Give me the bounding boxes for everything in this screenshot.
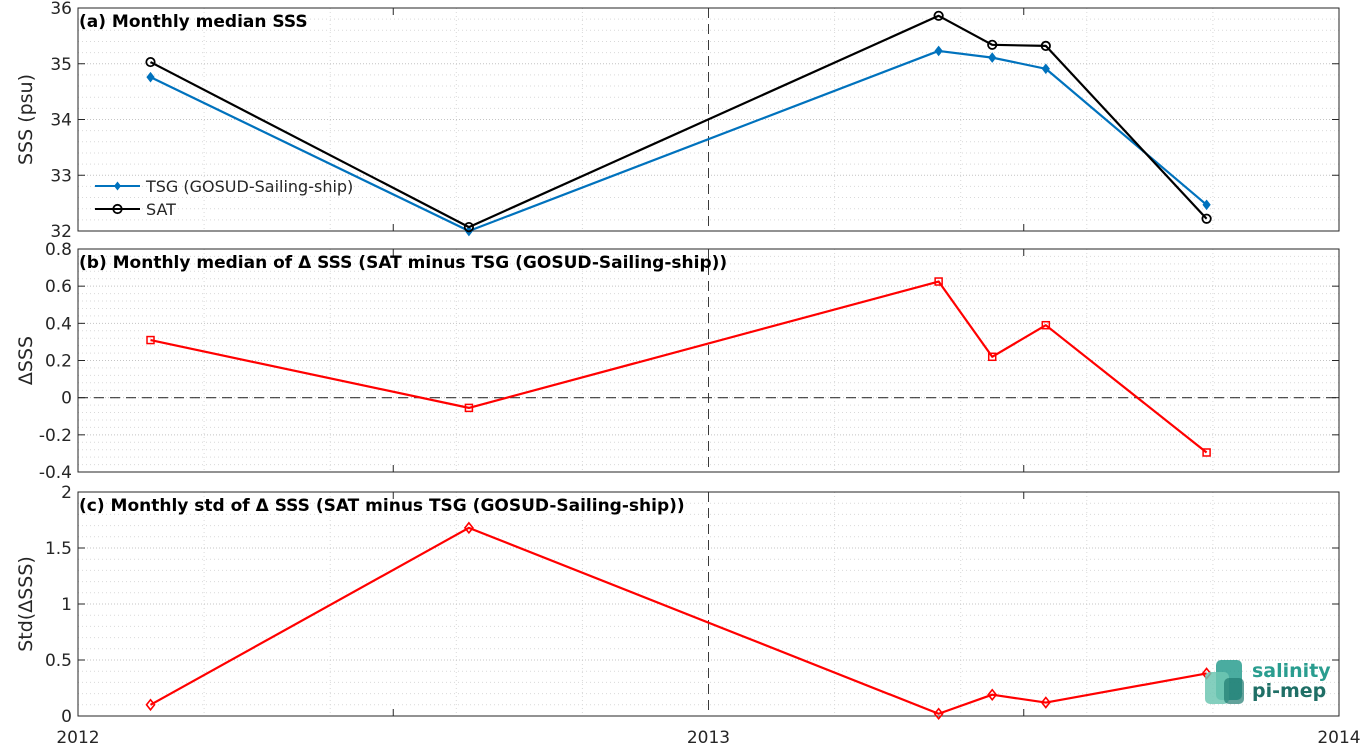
data-point: [934, 45, 943, 57]
logo-mark-icon: [1205, 660, 1244, 704]
data-point: [1202, 199, 1211, 211]
legend-marker: [114, 181, 121, 191]
y-tick-label: 0: [61, 707, 72, 727]
data-point: [933, 707, 944, 721]
panel-title: (a) Monthly median SSS: [79, 12, 308, 32]
panel-1: 32 33 34 35 36 SSS (psu) (a) Monthly median SS…: [15, 0, 1340, 242]
y-tick-label: 34: [50, 111, 72, 131]
y-axis-label: Std(ΔSSS): [15, 556, 37, 652]
series-line: [150, 280, 1208, 454]
y-tick-label: 36: [50, 0, 72, 19]
y-tick-label: 1.5: [45, 539, 72, 559]
data-point: [987, 352, 997, 362]
y-tick-label: 0.4: [45, 314, 72, 334]
data-point: [463, 521, 474, 535]
panel-title: (b) Monthly median of Δ SSS (SAT minus T…: [79, 253, 727, 273]
logo-text-salinity: salinity: [1252, 660, 1331, 682]
series-line: [150, 49, 1208, 233]
data-point: [1040, 40, 1051, 52]
y-tick-label: 2: [61, 483, 72, 503]
y-tick-label: -0.2: [39, 426, 72, 446]
panel-title: (c) Monthly std of Δ SSS (SAT minus TSG …: [79, 496, 685, 516]
y-tick-label: 0.8: [45, 240, 72, 260]
data-point: [1041, 63, 1050, 75]
y-tick-label: 0.6: [45, 277, 72, 297]
legend: TSG (GOSUD-Sailing-ship) SAT: [95, 177, 353, 219]
legend-label: TSG (GOSUD-Sailing-ship): [145, 177, 353, 196]
data-point: [1201, 213, 1212, 224]
data-point: [463, 221, 475, 233]
data-point: [1040, 696, 1051, 709]
x-tick-label: 2013: [687, 728, 730, 745]
salinity-pi-mep-logo: salinity pi-mep: [1205, 660, 1331, 704]
panel-2: -0.4 -0.2 0 0.2 0.4 0.6 0.8 ΔSSS (b) Monthly med…: [15, 240, 1340, 483]
data-point: [145, 56, 156, 68]
data-point: [987, 688, 998, 702]
data-point: [987, 39, 998, 50]
x-tick-label: 2014: [1317, 728, 1360, 745]
y-tick-label: 32: [50, 222, 72, 242]
logo-text-pi-mep: pi-mep: [1252, 680, 1326, 702]
series-line: [150, 14, 1208, 229]
y-tick-label: 33: [50, 166, 72, 186]
y-axis-label: ΔSSS: [15, 336, 37, 385]
y-tick-label: 1: [61, 595, 72, 615]
x-tick-label: 2012: [56, 728, 99, 745]
legend-marker: [112, 203, 123, 215]
data-point: [145, 698, 156, 712]
data-point: [146, 335, 155, 345]
data-point: [1041, 320, 1051, 330]
y-tick-label: 35: [50, 55, 72, 75]
y-tick-label: -0.4: [39, 463, 72, 483]
data-point: [988, 52, 997, 63]
legend-label: SAT: [146, 200, 176, 219]
panel-3: 0 0.5 1 1.5 2 Std(ΔSSS) (c) Monthly std of Δ S…: [15, 483, 1340, 727]
data-point: [464, 403, 474, 413]
data-point: [1202, 448, 1211, 457]
y-tick-label: 0: [61, 389, 72, 409]
data-point: [934, 277, 943, 286]
series-line: [149, 526, 1207, 715]
y-tick-label: 0.5: [45, 651, 72, 671]
y-axis-label: SSS (psu): [15, 74, 37, 165]
data-point: [146, 71, 155, 83]
y-tick-label: 0.2: [45, 352, 72, 372]
data-point: [933, 10, 944, 21]
